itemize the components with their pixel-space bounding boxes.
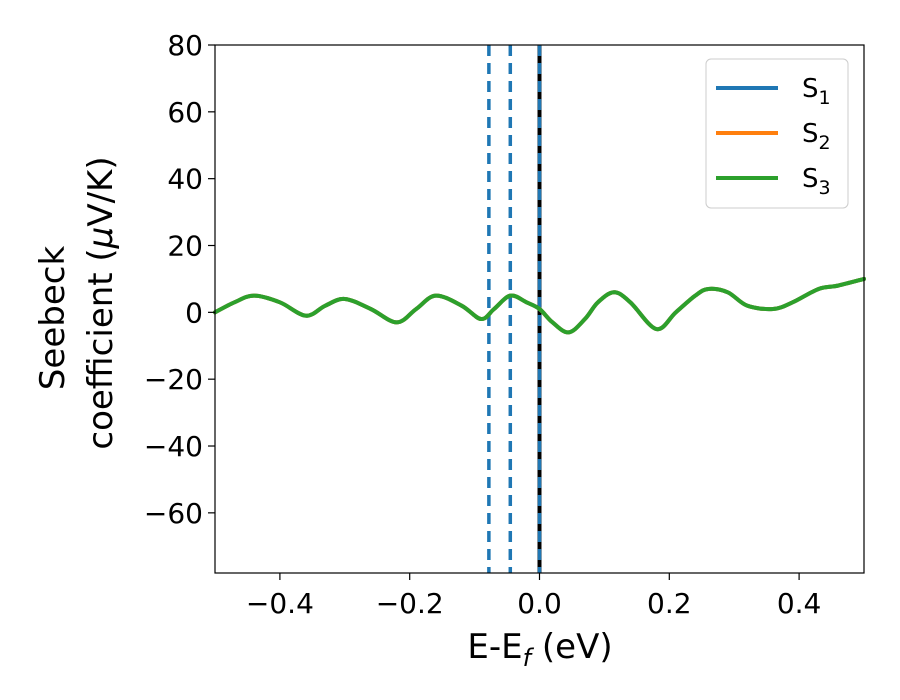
- y-tick-label: 40: [167, 163, 203, 196]
- x-axis-label-main: E-E: [467, 627, 522, 667]
- x-axis-ticks: −0.4 −0.2 0.0 0.2 0.4: [246, 573, 821, 620]
- y-tick-label: −20: [144, 363, 203, 396]
- legend-label-s2: S2: [802, 119, 831, 154]
- y-tick-label: 20: [167, 230, 203, 263]
- y-axis-label-mu: μ: [81, 227, 121, 250]
- y-axis-label-unit: V/K): [81, 156, 121, 226]
- x-axis-label: E-Ef (eV): [467, 627, 612, 672]
- series-lines: [213, 276, 866, 335]
- y-axis-label-line2: coefficient (μV/K): [81, 156, 121, 449]
- x-tick-label: 0.2: [647, 587, 692, 620]
- legend: S1 S2 S3: [705, 58, 849, 209]
- legend-label-s1: S1: [802, 74, 831, 109]
- legend-label-s3: S3: [802, 164, 831, 199]
- y-tick-label: 80: [167, 29, 203, 62]
- x-tick-label: −0.4: [246, 587, 314, 620]
- y-tick-label: −60: [144, 497, 203, 530]
- y-axis-ticks: 80 60 40 20 0 −20 −40 −60: [144, 29, 215, 530]
- x-tick-label: 0.0: [517, 587, 562, 620]
- y-axis-label-line2-text: coefficient (: [81, 248, 121, 449]
- series-line-s3: [213, 276, 866, 335]
- y-tick-label: 0: [185, 296, 203, 329]
- y-axis-label-line1: Seebeck: [33, 246, 73, 391]
- x-axis-label-unit: (eV): [531, 627, 613, 667]
- y-tick-label: 60: [167, 96, 203, 129]
- y-tick-label: −40: [144, 430, 203, 463]
- x-tick-label: −0.2: [376, 587, 444, 620]
- x-tick-label: 0.4: [777, 587, 822, 620]
